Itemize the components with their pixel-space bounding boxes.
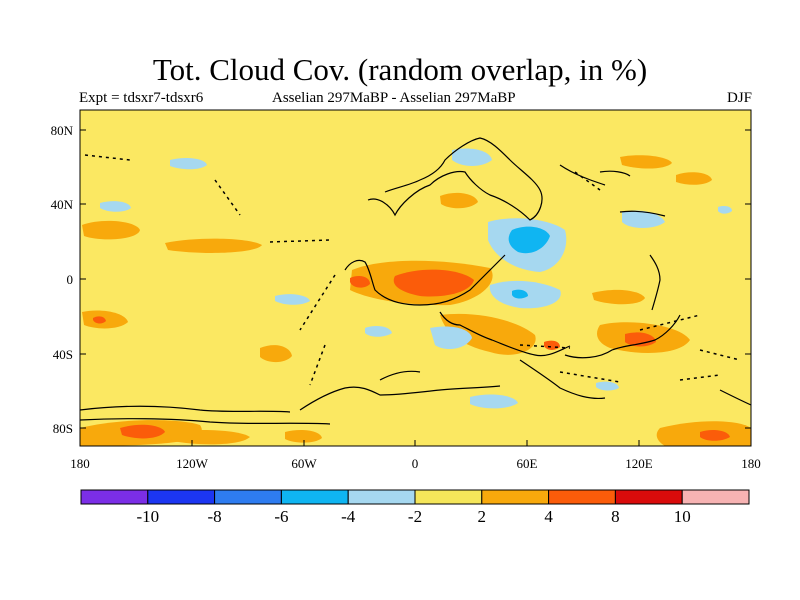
y-tick-label: 80S (53, 421, 73, 436)
negative-anomaly-strong (508, 226, 550, 299)
colorbar-box (80, 489, 149, 505)
colorbar-box (548, 489, 616, 505)
y-axis (80, 129, 751, 429)
colorbar-box (481, 489, 550, 505)
x-tick-label: 120W (176, 456, 209, 471)
y-tick-label: 40S (53, 347, 73, 362)
colorbar-box (347, 489, 416, 505)
x-tick-label: 60W (291, 456, 317, 471)
colorbar-label: 4 (544, 507, 553, 526)
colorbar-label: -6 (274, 507, 288, 526)
positive-anomaly-light (80, 155, 751, 446)
y-tick-label: 80N (51, 123, 74, 138)
colorbar-label: -10 (136, 507, 159, 526)
y-tick-label: 40N (51, 197, 74, 212)
season-label: DJF (726, 90, 752, 106)
colorbar-label: -8 (208, 507, 222, 526)
colorbar (80, 489, 750, 505)
experiment-label: Expt = tdsxr7-tdsxr6 (79, 90, 204, 106)
positive-anomaly-strong (93, 269, 730, 441)
colorbar-label: -2 (408, 507, 422, 526)
colorbar-labels: -10 -8 -6 -4 -2 2 4 8 10 (136, 507, 690, 526)
x-axis (79, 440, 752, 446)
colorbar-box (414, 489, 483, 505)
x-tick-label: 120E (625, 456, 653, 471)
x-tick-label: 60E (517, 456, 538, 471)
x-tick-label: 180 (741, 456, 761, 471)
period-label: Asselian 297MaBP - Asselian 297MaBP (272, 90, 516, 106)
colorbar-box (614, 489, 683, 505)
colorbar-label: -4 (341, 507, 356, 526)
colorbar-box (214, 489, 282, 505)
colorbar-box (280, 489, 349, 505)
colorbar-box (681, 489, 750, 505)
x-tick-label: 180 (70, 456, 90, 471)
chart-title: Tot. Cloud Cov. (random overlap, in %) (152, 52, 648, 87)
x-tick-label: 0 (412, 456, 419, 471)
coastline-fragments (84, 154, 741, 386)
colorbar-box (147, 489, 216, 505)
colorbar-label: 10 (674, 507, 691, 526)
coastlines (80, 137, 751, 425)
colorbar-label: 8 (611, 507, 620, 526)
y-tick-label: 0 (67, 272, 74, 287)
map-plot (80, 110, 751, 446)
colorbar-label: 2 (478, 507, 487, 526)
